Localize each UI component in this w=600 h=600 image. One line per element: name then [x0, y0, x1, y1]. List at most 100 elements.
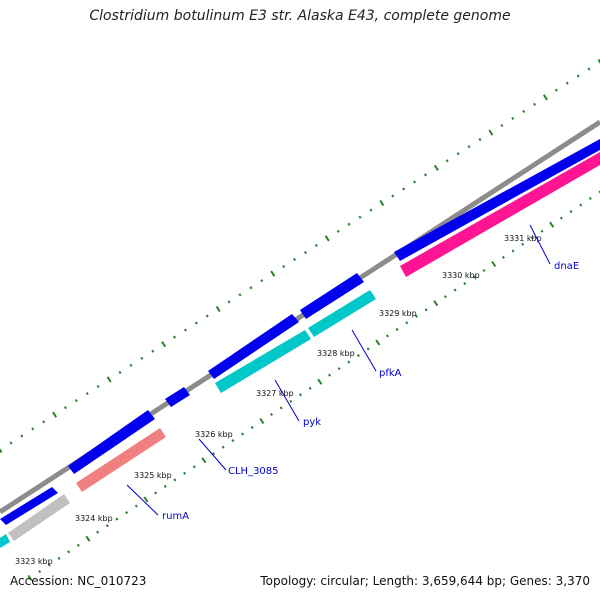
reverse-gene-rumA[interactable]	[76, 428, 166, 492]
gene-label-rumA[interactable]: rumA	[162, 511, 189, 522]
ruler-minor-tick	[413, 180, 417, 184]
leader-line-CLH_3085	[198, 438, 227, 471]
ruler-minor-tick	[579, 203, 583, 207]
tick-label: 3331 kbp	[504, 234, 542, 243]
ruler-minor-tick	[260, 279, 264, 283]
ruler-minor-tick	[134, 504, 138, 508]
ruler-major-tick	[549, 221, 555, 228]
ruler-minor-tick	[183, 471, 187, 475]
ruler-minor-tick	[358, 215, 362, 219]
ruler-minor-tick	[424, 308, 428, 312]
gene-label-dnaE[interactable]: dnaE	[554, 261, 579, 272]
ruler-minor-tick	[96, 530, 100, 534]
forward-gene-dnaE[interactable]	[394, 139, 600, 261]
ruler-minor-tick	[369, 208, 373, 212]
ruler-minor-tick	[279, 406, 283, 410]
reverse-gene-pfkA[interactable]	[308, 290, 376, 337]
reverse-gene[interactable]	[0, 534, 10, 548]
ruler-minor-tick	[173, 335, 177, 339]
tick-label: 3325 kbp	[134, 471, 172, 480]
tick-label: 3329 kbp	[379, 309, 417, 318]
ruler-major-tick	[270, 270, 276, 277]
ruler-minor-tick	[205, 314, 209, 318]
ruler-minor-tick	[347, 222, 351, 226]
ruler-minor-tick	[540, 229, 544, 233]
ruler-minor-tick	[472, 275, 476, 279]
ruler-minor-tick	[500, 123, 504, 128]
ruler-minor-tick	[163, 484, 167, 488]
reverse-gene-magenta[interactable]	[400, 152, 600, 277]
ruler-minor-tick	[391, 194, 395, 198]
ruler-minor-tick	[31, 427, 35, 431]
ruler-minor-tick	[336, 229, 340, 233]
ruler-minor-tick	[453, 288, 457, 292]
gene-label-pyk[interactable]: pyk	[303, 417, 321, 428]
ruler-minor-tick	[67, 550, 71, 554]
gene-leader-lines	[126, 224, 551, 516]
ruler-minor-tick	[569, 210, 573, 214]
ruler-minor-tick	[587, 67, 591, 71]
inner-dotted-ring	[27, 190, 600, 582]
tick-label: 3330 kbp	[442, 271, 480, 280]
reverse-gene[interactable]	[8, 494, 70, 541]
ruler-minor-tick	[456, 152, 460, 156]
tick-label: 3328 kbp	[317, 349, 355, 358]
ruler-minor-tick	[463, 282, 467, 286]
ruler-minor-tick	[298, 393, 303, 397]
forward-gene[interactable]	[300, 273, 364, 319]
ruler-minor-tick	[221, 445, 225, 449]
ruler-major-tick	[201, 457, 207, 464]
ruler-minor-tick	[530, 236, 534, 240]
map-title: Clostridium botulinum E3 str. Alaska E43…	[89, 8, 511, 24]
ruler-minor-tick	[385, 334, 389, 338]
ruler-minor-tick	[445, 159, 449, 163]
ruler-minor-tick	[511, 249, 515, 253]
leader-line-rumA	[126, 484, 159, 516]
ruler-minor-tick	[576, 74, 580, 78]
leader-line-pfkA	[351, 329, 377, 372]
ruler-minor-tick	[105, 524, 109, 528]
forward-gene[interactable]	[0, 487, 58, 525]
ruler-minor-tick	[395, 327, 399, 331]
ruler-minor-tick	[511, 116, 515, 120]
reverse-gene-pyk[interactable]	[215, 330, 311, 393]
ruler-minor-tick	[478, 138, 482, 142]
ruler-minor-tick	[366, 347, 370, 351]
gene-labels: rumA CLH_3085 pyk pfkA dnaE	[162, 261, 579, 522]
ruler-minor-tick	[522, 109, 526, 113]
ruler-major-tick	[215, 305, 221, 312]
ruler-major-tick	[488, 129, 494, 136]
ruler-major-tick	[375, 339, 381, 346]
ruler-minor-tick	[173, 478, 177, 482]
ruler-minor-tick	[63, 406, 67, 410]
ruler-minor-tick	[57, 556, 61, 560]
ruler-minor-tick	[151, 349, 155, 353]
tick-label: 3324 kbp	[75, 514, 113, 523]
ruler-minor-tick	[402, 187, 406, 191]
forward-gene[interactable]	[208, 314, 299, 379]
outer-dotted-ring	[0, 58, 600, 454]
ruler-minor-tick	[501, 255, 505, 259]
leader-line-pyk	[274, 379, 300, 422]
ruler-minor-tick	[241, 432, 245, 436]
ruler-minor-tick	[467, 145, 471, 149]
ruler-minor-tick	[405, 321, 409, 325]
ruler-minor-tick	[249, 286, 253, 290]
reverse-strand	[0, 152, 600, 548]
ruler-major-tick	[52, 411, 58, 418]
ruler-minor-tick	[282, 265, 286, 269]
ruler-minor-tick	[327, 373, 332, 377]
gene-label-CLH_3085[interactable]: CLH_3085	[228, 466, 279, 477]
forward-gene[interactable]	[165, 387, 190, 407]
gene-label-pfkA[interactable]: pfkA	[379, 368, 402, 379]
ruler-minor-tick	[308, 386, 312, 390]
ruler-minor-tick	[289, 399, 293, 403]
scale-labels: 3323 kbp 3324 kbp 3325 kbp 3326 kbp 3327…	[15, 234, 542, 566]
ruler-minor-tick	[96, 384, 100, 389]
ruler-minor-tick	[588, 196, 592, 201]
ruler-minor-tick	[565, 81, 569, 85]
ruler-minor-tick	[38, 569, 42, 574]
forward-gene[interactable]	[68, 410, 155, 474]
ruler-minor-tick	[192, 465, 196, 469]
ruler-major-tick	[433, 300, 439, 307]
